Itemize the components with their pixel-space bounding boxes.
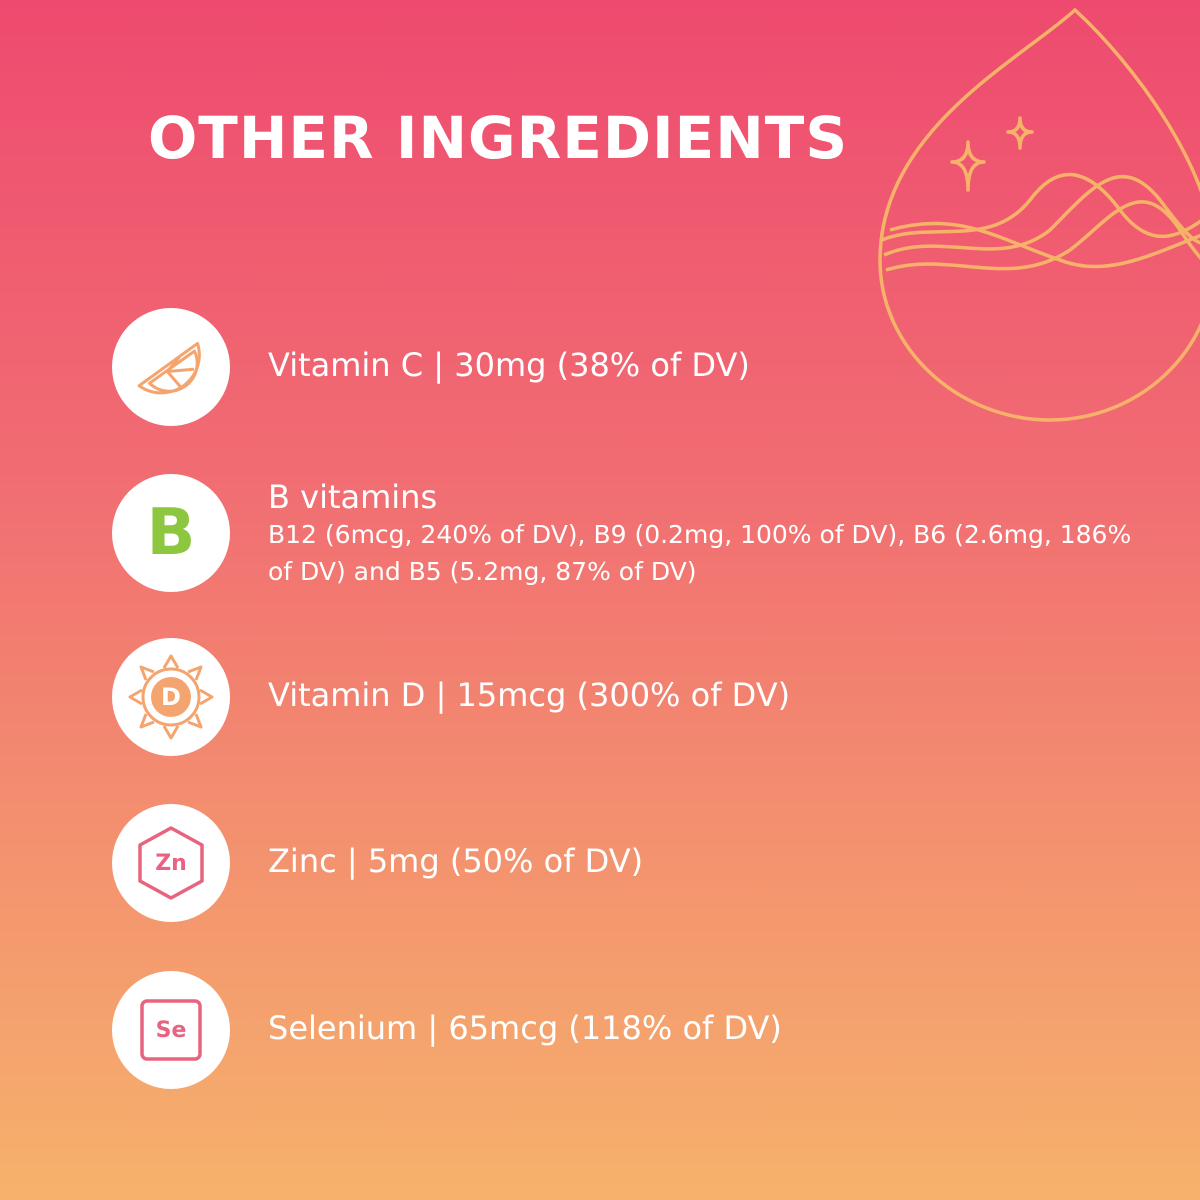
ingredient-row: Se Selenium | 65mcg (118% of DV) <box>112 971 1172 1089</box>
ingredient-label: Vitamin D | 15mcg (300% of DV) <box>268 676 791 714</box>
icon-circle: D <box>112 638 230 756</box>
ingredient-row: Vitamin C | 30mg (38% of DV) <box>112 308 1172 426</box>
icon-circle: B <box>112 474 230 592</box>
ingredient-label: Selenium | 65mcg (118% of DV) <box>268 1009 782 1047</box>
icon-letter: Zn <box>155 850 187 876</box>
sun-icon <box>128 654 214 740</box>
icon-circle <box>112 308 230 426</box>
ingredient-row: D Vitamin D | 15mcg (300% of DV) <box>112 638 1172 756</box>
title: OTHER INGREDIENTS <box>148 104 849 172</box>
ingredient-label: B vitamins <box>268 478 438 516</box>
ingredient-row: Zn Zinc | 5mg (50% of DV) <box>112 804 1172 922</box>
icon-letter: B <box>146 496 196 570</box>
square-icon <box>140 999 202 1061</box>
icon-circle: Se <box>112 971 230 1089</box>
hexagon-icon <box>138 826 204 900</box>
ingredient-row: B B vitamins B12 (6mcg, 240% of DV), B9 … <box>112 474 1172 592</box>
ingredient-detail: B12 (6mcg, 240% of DV), B9 (0.2mg, 100% … <box>268 520 1132 586</box>
ingredient-label: Vitamin C | 30mg (38% of DV) <box>268 346 750 384</box>
orange-slice-icon <box>137 341 201 395</box>
icon-letter: D <box>161 683 181 711</box>
ingredient-label: Zinc | 5mg (50% of DV) <box>268 842 644 880</box>
icon-circle: Zn <box>112 804 230 922</box>
icon-letter: Se <box>155 1017 187 1043</box>
